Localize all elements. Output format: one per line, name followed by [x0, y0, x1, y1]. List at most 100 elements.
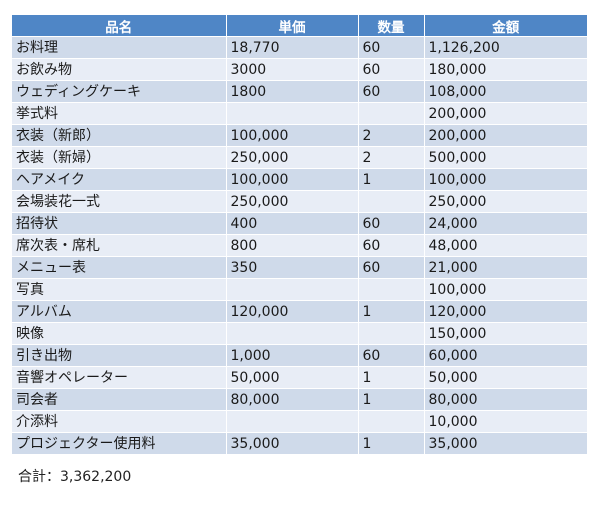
unit-price-cell: 3000 — [226, 58, 359, 81]
quantity-cell: 60 — [358, 234, 425, 257]
amount-cell: 35,000 — [424, 432, 587, 454]
amount-cell: 100,000 — [424, 168, 587, 191]
amount-cell: 100,000 — [424, 278, 587, 301]
amount-cell: 180,000 — [424, 58, 587, 81]
cost-table: 品名 単価 数量 金額 お料理 18,770 60 1,126,200 お飲み物 3000… — [12, 15, 587, 454]
header-item: 品名 — [12, 15, 227, 37]
item-cell: お飲み物 — [12, 58, 227, 81]
unit-price-cell — [226, 278, 359, 301]
total-text: 合計：3,362,200 — [18, 469, 132, 485]
unit-price-cell — [226, 322, 359, 345]
unit-price-cell: 400 — [226, 212, 359, 235]
unit-price-cell — [226, 410, 359, 433]
unit-price-cell: 35,000 — [226, 432, 359, 454]
table-row: 挙式料 200,000 — [12, 102, 587, 125]
table-row: 衣装（新郎） 100,000 2 200,000 — [12, 124, 587, 147]
item-cell: 挙式料 — [12, 102, 227, 125]
item-cell: 司会者 — [12, 388, 227, 411]
table-row: プロジェクター使用料 35,000 1 35,000 — [12, 432, 587, 454]
quantity-cell: 2 — [358, 124, 425, 147]
item-cell: 衣装（新婦） — [12, 146, 227, 169]
quantity-cell: 60 — [358, 344, 425, 367]
unit-price-cell: 120,000 — [226, 300, 359, 323]
header-amount: 金額 — [424, 15, 587, 37]
amount-cell: 108,000 — [424, 80, 587, 103]
item-cell: プロジェクター使用料 — [12, 432, 227, 454]
unit-price-cell: 80,000 — [226, 388, 359, 411]
table-row: 席次表・席札 800 60 48,000 — [12, 234, 587, 257]
quantity-cell — [358, 102, 425, 125]
item-cell: 音響オペレーター — [12, 366, 227, 389]
amount-cell: 150,000 — [424, 322, 587, 345]
item-cell: 会場装花一式 — [12, 190, 227, 213]
amount-cell: 10,000 — [424, 410, 587, 433]
table-row: 写真 100,000 — [12, 278, 587, 301]
table-row: お料理 18,770 60 1,126,200 — [12, 36, 587, 59]
quantity-cell: 60 — [358, 256, 425, 279]
amount-cell: 200,000 — [424, 124, 587, 147]
unit-price-cell: 250,000 — [226, 146, 359, 169]
table-row: ヘアメイク 100,000 1 100,000 — [12, 168, 587, 191]
table-row: 衣装（新婦） 250,000 2 500,000 — [12, 146, 587, 169]
item-cell: ウェディングケーキ — [12, 80, 227, 103]
table-row: ウェディングケーキ 1800 60 108,000 — [12, 80, 587, 103]
quantity-cell — [358, 278, 425, 301]
amount-cell: 500,000 — [424, 146, 587, 169]
quantity-cell: 60 — [358, 36, 425, 59]
table-row: お飲み物 3000 60 180,000 — [12, 58, 587, 81]
table-row: 招待状 400 60 24,000 — [12, 212, 587, 235]
item-cell: 映像 — [12, 322, 227, 345]
unit-price-cell: 100,000 — [226, 168, 359, 191]
quantity-cell — [358, 322, 425, 345]
table-row: 映像 150,000 — [12, 322, 587, 345]
quantity-cell: 1 — [358, 366, 425, 389]
item-cell: 介添料 — [12, 410, 227, 433]
quantity-cell: 2 — [358, 146, 425, 169]
table-row: アルバム 120,000 1 120,000 — [12, 300, 587, 323]
table-row: 音響オペレーター 50,000 1 50,000 — [12, 366, 587, 389]
amount-cell: 1,126,200 — [424, 36, 587, 59]
unit-price-cell: 100,000 — [226, 124, 359, 147]
unit-price-cell: 350 — [226, 256, 359, 279]
amount-cell: 50,000 — [424, 366, 587, 389]
quantity-cell — [358, 190, 425, 213]
quantity-cell: 60 — [358, 212, 425, 235]
table-row: 介添料 10,000 — [12, 410, 587, 433]
amount-cell: 48,000 — [424, 234, 587, 257]
unit-price-cell: 250,000 — [226, 190, 359, 213]
amount-cell: 200,000 — [424, 102, 587, 125]
unit-price-cell: 1800 — [226, 80, 359, 103]
unit-price-cell: 50,000 — [226, 366, 359, 389]
item-cell: 衣装（新郎） — [12, 124, 227, 147]
unit-price-cell: 800 — [226, 234, 359, 257]
amount-cell: 120,000 — [424, 300, 587, 323]
item-cell: ヘアメイク — [12, 168, 227, 191]
item-cell: 引き出物 — [12, 344, 227, 367]
quantity-cell: 1 — [358, 432, 425, 454]
unit-price-cell: 18,770 — [226, 36, 359, 59]
quantity-cell: 1 — [358, 300, 425, 323]
unit-price-cell: 1,000 — [226, 344, 359, 367]
amount-cell: 80,000 — [424, 388, 587, 411]
quantity-cell — [358, 410, 425, 433]
table-row: 司会者 80,000 1 80,000 — [12, 388, 587, 411]
item-cell: 席次表・席札 — [12, 234, 227, 257]
unit-price-cell — [226, 102, 359, 125]
amount-cell: 24,000 — [424, 212, 587, 235]
amount-cell: 21,000 — [424, 256, 587, 279]
item-cell: メニュー表 — [12, 256, 227, 279]
item-cell: アルバム — [12, 300, 227, 323]
quantity-cell: 60 — [358, 58, 425, 81]
quantity-cell: 1 — [358, 388, 425, 411]
item-cell: 写真 — [12, 278, 227, 301]
table-row: メニュー表 350 60 21,000 — [12, 256, 587, 279]
table-row: 引き出物 1,000 60 60,000 — [12, 344, 587, 367]
amount-cell: 250,000 — [424, 190, 587, 213]
amount-cell: 60,000 — [424, 344, 587, 367]
header-unit-price: 単価 — [226, 15, 359, 37]
table-row: 会場装花一式 250,000 250,000 — [12, 190, 587, 213]
quantity-cell: 1 — [358, 168, 425, 191]
quantity-cell: 60 — [358, 80, 425, 103]
item-cell: お料理 — [12, 36, 227, 59]
header-row: 品名 単価 数量 金額 — [12, 15, 587, 37]
